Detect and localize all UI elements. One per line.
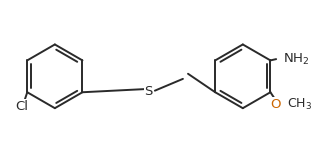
Text: Cl: Cl	[16, 100, 29, 113]
Text: CH$_3$: CH$_3$	[287, 97, 312, 112]
Text: S: S	[144, 85, 153, 98]
Text: O: O	[270, 98, 281, 111]
Text: NH$_2$: NH$_2$	[282, 52, 309, 67]
